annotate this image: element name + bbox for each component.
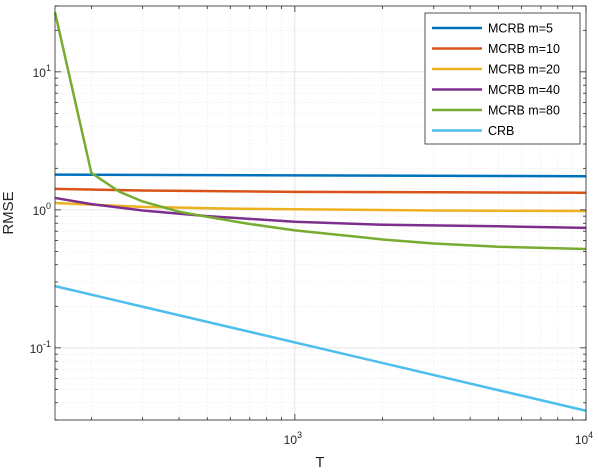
legend-label-4: MCRB m=40 <box>488 83 560 97</box>
y-tick-label: 101 <box>33 63 51 80</box>
series-line-6 <box>54 284 587 412</box>
x-axis-label: T <box>315 454 324 471</box>
series-line-5 <box>53 12 587 251</box>
y-tick-label: 100 <box>33 201 51 218</box>
series-line-4 <box>54 196 587 230</box>
legend-label-6: CRB <box>488 124 514 138</box>
legend-label-2: MCRB m=10 <box>488 42 560 56</box>
x-tick-label: 104 <box>575 430 593 447</box>
x-tick-label: 103 <box>284 430 302 447</box>
legend: MCRB m=5 MCRB m=10 MCRB m=20 MCRB m=40 MCRB … <box>424 12 581 145</box>
axis-ticks <box>55 5 587 421</box>
series-layer <box>53 12 587 412</box>
legend-label-5: MCRB m=80 <box>488 104 560 118</box>
legend-box <box>424 12 581 145</box>
y-tick-labels: 10-1 100 101 <box>30 63 51 356</box>
series-line-1 <box>54 173 587 178</box>
x-tick-labels: 103 104 <box>284 430 594 447</box>
plot-frame <box>54 5 587 421</box>
y-tick-label: 10-1 <box>30 339 51 356</box>
series-line-2 <box>54 187 587 194</box>
legend-label-1: MCRB m=5 <box>488 22 553 36</box>
series-line-3 <box>54 201 587 213</box>
legend-label-3: MCRB m=20 <box>488 63 560 77</box>
y-axis-label: RMSE <box>0 191 17 234</box>
